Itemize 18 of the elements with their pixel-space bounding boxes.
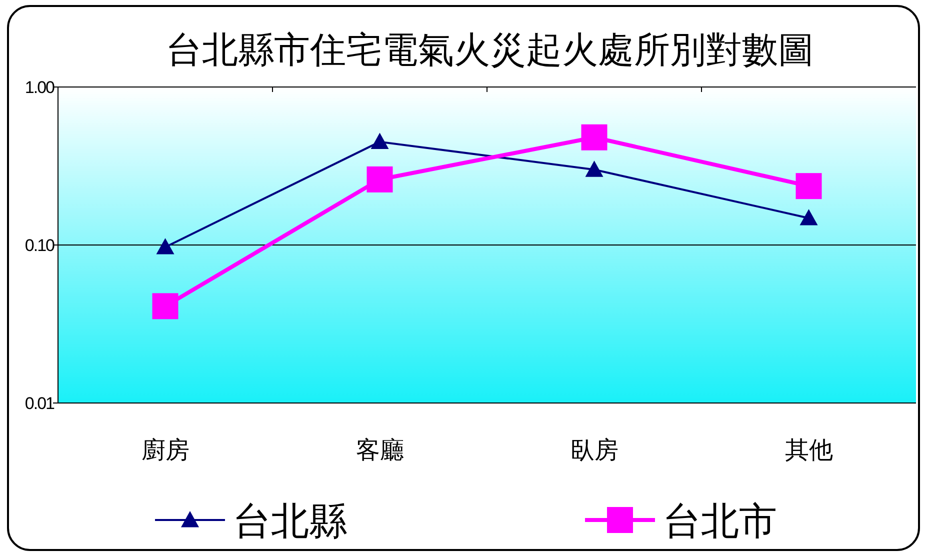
- y-tick-label: 0.10: [24, 236, 55, 255]
- point: [581, 124, 608, 150]
- y-tick-label: 1.00: [24, 78, 55, 97]
- point: [370, 132, 389, 149]
- point: [366, 166, 393, 192]
- point: [796, 173, 822, 200]
- point: [800, 209, 818, 226]
- chart-title: 台北縣市住宅電氣火災起火處所別對數圖: [166, 29, 814, 70]
- legend-label: 台北市: [663, 501, 777, 543]
- x-tick-label: 客廳: [356, 437, 404, 464]
- point: [152, 293, 178, 320]
- x-tick-label: 其他: [784, 437, 833, 464]
- y-tick-label: 0.01: [24, 394, 55, 413]
- x-tick-label: 廚房: [141, 437, 190, 464]
- x-tick-label: 臥房: [570, 437, 618, 464]
- legend-label: 台北縣: [233, 501, 347, 543]
- point: [156, 238, 174, 254]
- point: [585, 160, 604, 177]
